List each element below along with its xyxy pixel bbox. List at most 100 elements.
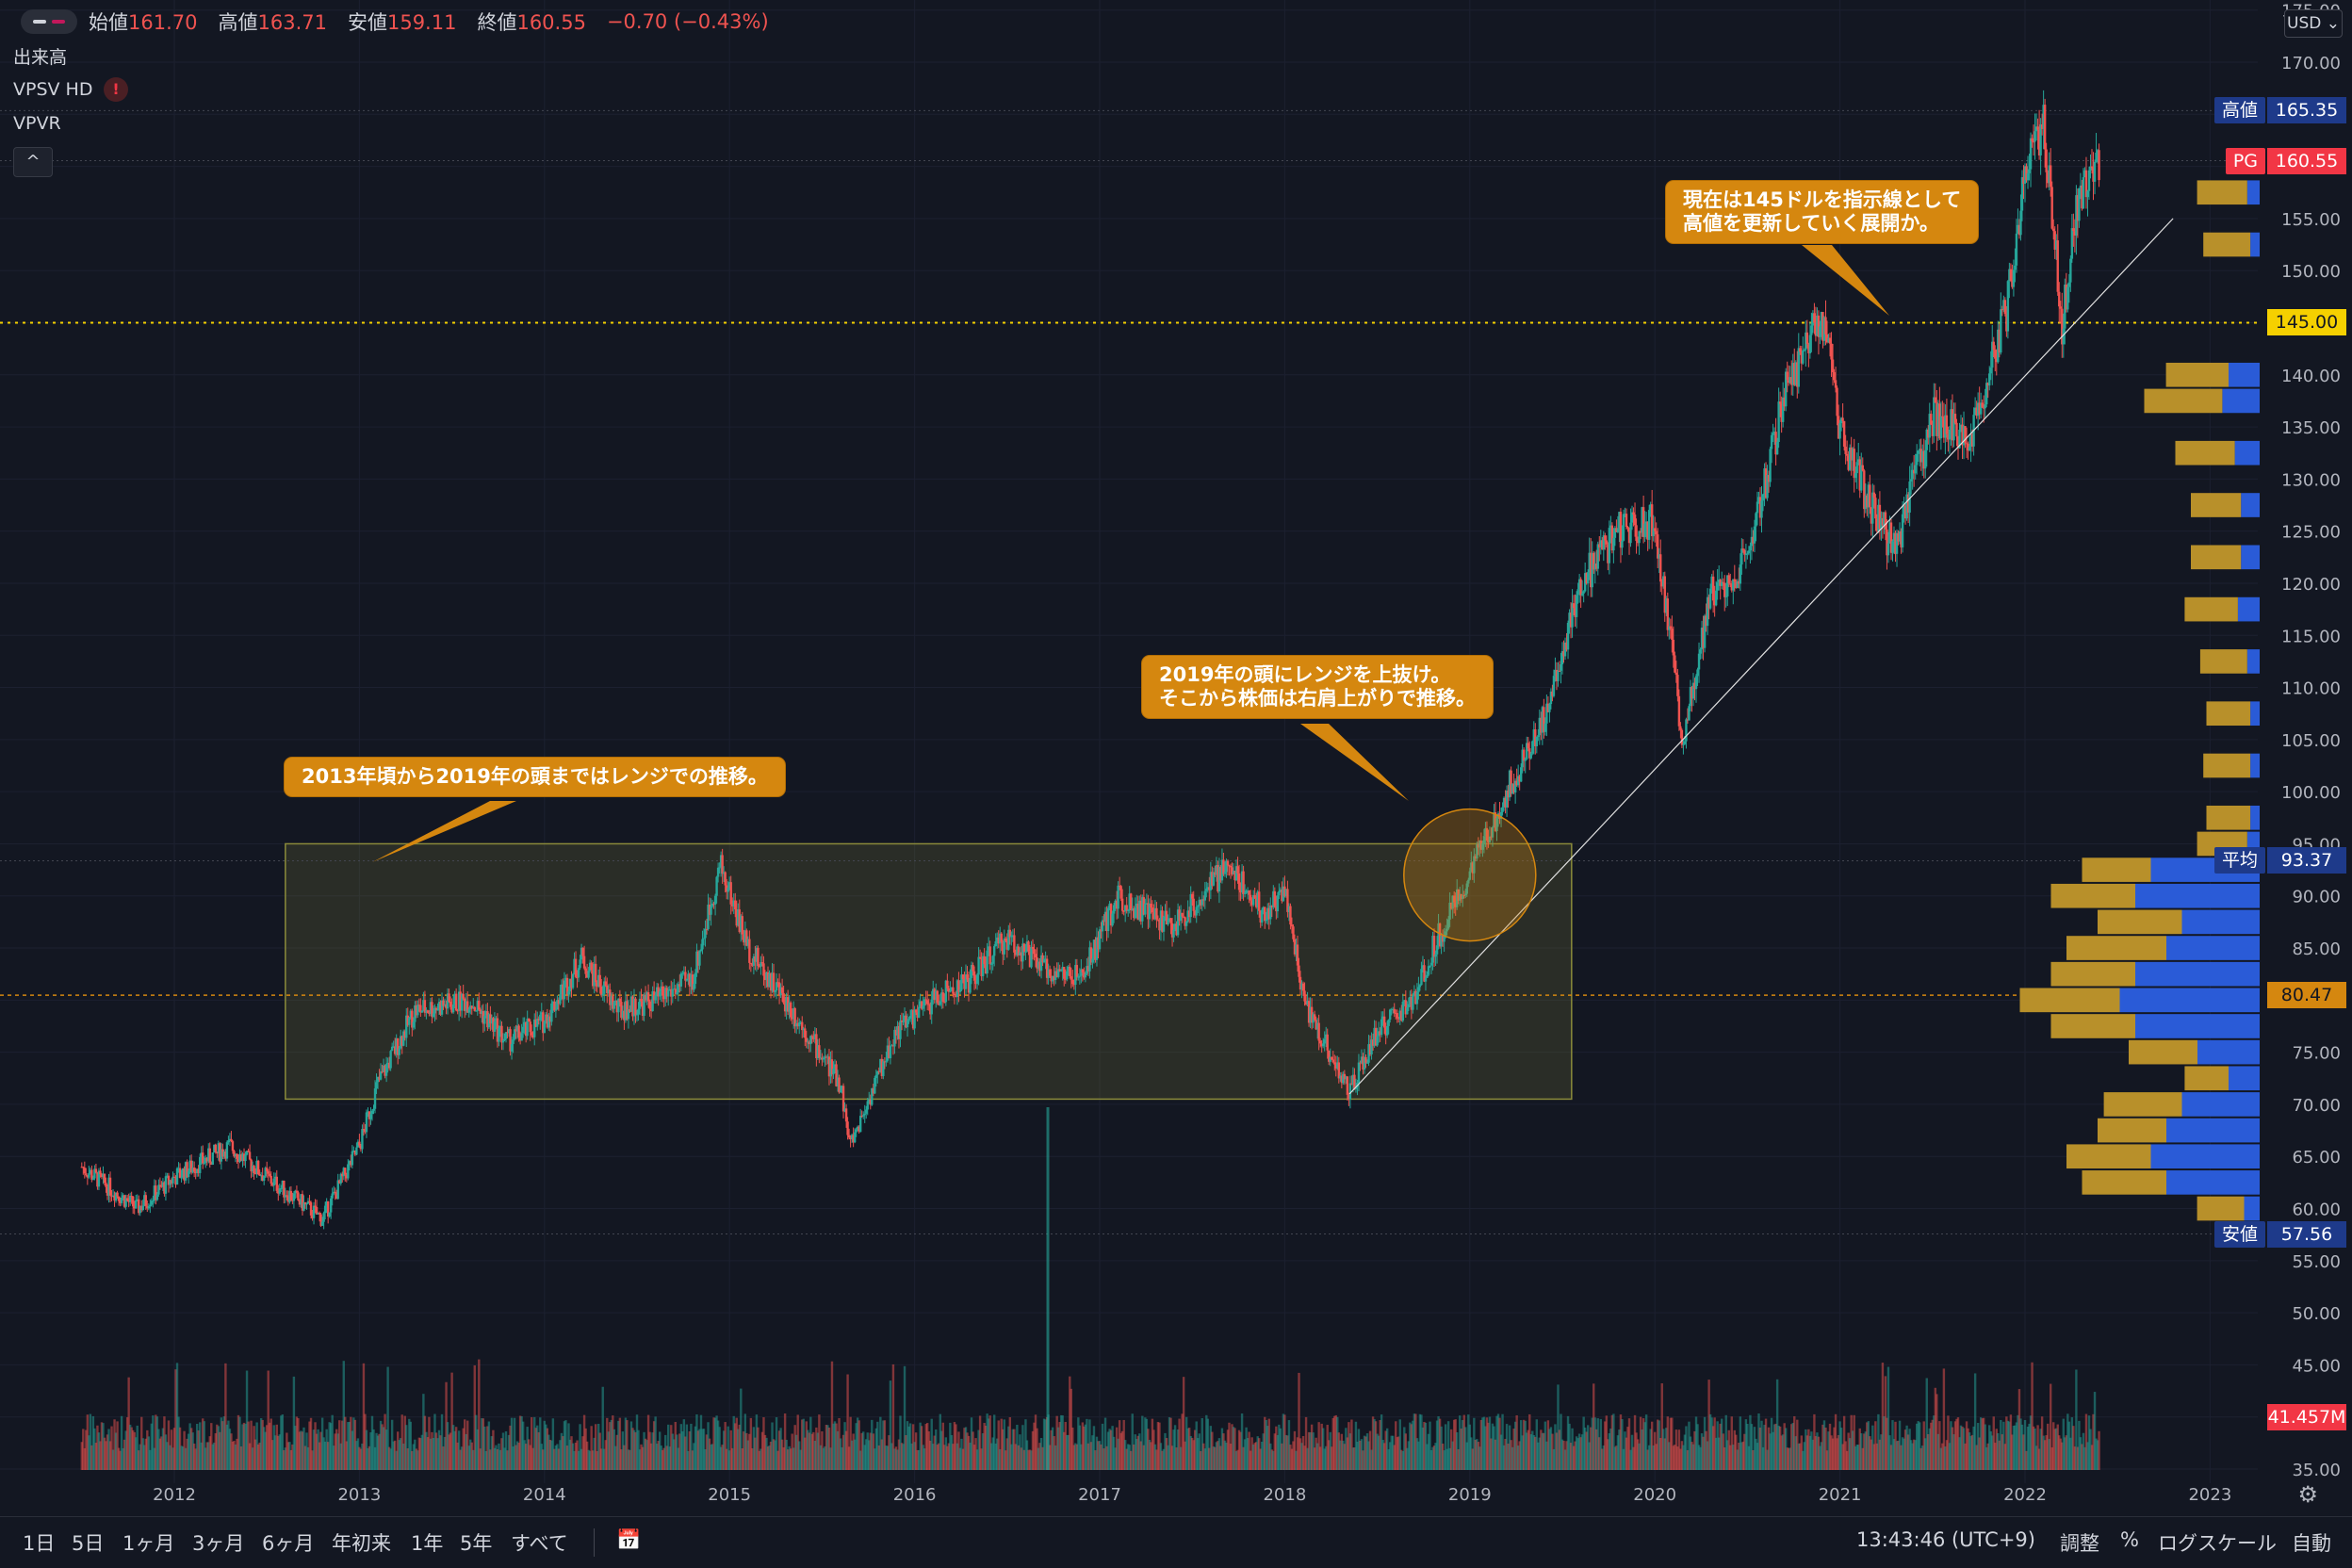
candle-body [113,1195,116,1201]
volume-bar [1145,1418,1149,1470]
candle-body [202,1152,204,1164]
timeframe-all[interactable]: すべて [511,1532,568,1555]
volume-bar [478,1359,481,1470]
annotation-outlook[interactable]: 現在は145ドルを指示線として 高値を更新していく展開か。 [1666,181,1979,243]
candle-body [2067,282,2071,287]
volume-bar [203,1421,205,1470]
indicator-vpvr[interactable]: VPVR [13,113,61,134]
percent-toggle[interactable]: % [2120,1528,2139,1551]
candle-body [1473,856,1476,874]
indicator-vpsv[interactable]: VPSV HD [13,79,93,100]
volume-bar [604,1440,607,1470]
annotation-breakout[interactable]: 2019年の頭にレンジを上抜け。 そこから株価は右肩上がりで推移。 [1142,656,1493,718]
volume-bar [821,1430,824,1470]
volume-bar [908,1423,912,1470]
timeframe-3m[interactable]: 3ヶ月 [192,1532,245,1555]
volume-bar [250,1420,253,1470]
warning-icon[interactable]: ! [104,77,128,102]
candle-body [495,1018,498,1022]
candle-body [446,993,449,1009]
timeframe-6m[interactable]: 6ヶ月 [262,1532,315,1555]
candle-body [1114,900,1117,906]
volume-bar [1313,1447,1316,1470]
candle-body [1903,505,1905,514]
collapse-indicators-button[interactable]: ^ [13,147,53,177]
candle-body [1808,335,1812,353]
candle-body [328,1212,331,1217]
timeframe-1d[interactable]: 1日 [23,1532,56,1555]
candle-body [853,1132,857,1143]
volume-bar [1740,1442,1743,1470]
log-scale-toggle[interactable]: ログスケール [2158,1532,2277,1555]
volume-bar [1351,1447,1355,1470]
date-range-icon[interactable]: 📅 [616,1528,642,1551]
timeframe-ytd[interactable]: 年初来 [332,1532,391,1555]
volume-bar [791,1433,793,1470]
volume-bar [777,1430,781,1470]
timeframe-5y[interactable]: 5年 [460,1532,493,1555]
symbol-toggle[interactable] [21,9,77,34]
candle-body [493,1021,497,1032]
candle-body [577,968,580,978]
candle-body [2096,150,2099,154]
candle-body [1339,1075,1342,1079]
gear-icon[interactable]: ⚙ [2297,1481,2318,1508]
price-axis-label: 125.00 [2281,523,2341,543]
clock-time[interactable]: 13:43:46 (UTC+9) [1856,1528,2035,1551]
volume-bar [222,1416,226,1470]
volume-bar [1169,1417,1172,1470]
volume-bar [466,1420,469,1470]
volume-bar [247,1421,250,1470]
auto-scale-toggle[interactable]: 自動 [2292,1532,2331,1555]
volume-profile-bar [2066,1144,2151,1169]
volume-bar [1881,1363,1885,1470]
candle-body [812,1036,815,1039]
volume-bar [449,1432,452,1470]
volume-bar [333,1446,335,1470]
volume-bar [1781,1434,1785,1470]
volume-bar [1911,1443,1914,1470]
candle-body [1452,895,1456,903]
candle-body [545,1014,547,1022]
candle-body [1969,433,1972,448]
candle-body [1784,371,1788,407]
volume-bar [955,1424,957,1470]
price-axis-label: 130.00 [2281,470,2341,490]
candle-body [400,1036,402,1049]
volume-profile-bar [2050,961,2135,987]
candle-body [370,1110,374,1115]
candle-body [1674,672,1678,676]
candle-body [384,1064,388,1076]
price-axis-label: 105.00 [2281,731,2341,751]
candle-body [556,1000,559,1010]
volume-bar [1749,1414,1752,1470]
candle-body [178,1168,182,1178]
candle-body [1147,903,1150,920]
volume-bar [1767,1427,1771,1470]
candle-body [987,946,990,951]
candle-body [1741,548,1745,550]
volume-bar [1931,1419,1934,1470]
volume-bar [1384,1430,1387,1470]
candle-body [484,1011,488,1016]
timeframe-5d[interactable]: 5日 [72,1532,105,1555]
volume-bar [725,1448,728,1470]
candle-body [591,970,595,987]
high-label: 高値 [218,11,258,34]
indicator-volume[interactable]: 出来高 [13,47,68,68]
volume-bar [1395,1421,1397,1470]
volume-bar [1403,1427,1406,1470]
candle-body [1281,890,1283,902]
currency-selector[interactable]: USD ⌄ [2284,9,2343,38]
volume-bar [1448,1447,1451,1470]
volume-bar [1936,1394,1938,1470]
volume-profile-bar [2082,858,2151,882]
timeframe-1m[interactable]: 1ヶ月 [122,1532,175,1555]
candle-body [359,1145,363,1150]
annotation-range[interactable]: 2013年頃から2019年の頭まではレンジでの推移。 [285,758,785,796]
timeframe-1y[interactable]: 1年 [411,1532,444,1555]
adjust-toggle[interactable]: 調整 [2060,1532,2099,1555]
candle-body [1304,1001,1308,1004]
volume-bar [1794,1436,1797,1470]
